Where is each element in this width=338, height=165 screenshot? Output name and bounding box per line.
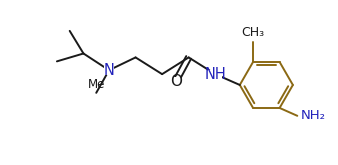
Text: N: N <box>103 63 115 78</box>
Text: NH: NH <box>204 67 226 82</box>
Bar <box>170 77 181 85</box>
Text: CH₃: CH₃ <box>241 26 265 39</box>
Text: Me: Me <box>88 78 105 91</box>
Bar <box>104 66 115 75</box>
Bar <box>208 70 222 79</box>
Text: O: O <box>170 74 182 89</box>
Text: NH₂: NH₂ <box>300 109 325 122</box>
